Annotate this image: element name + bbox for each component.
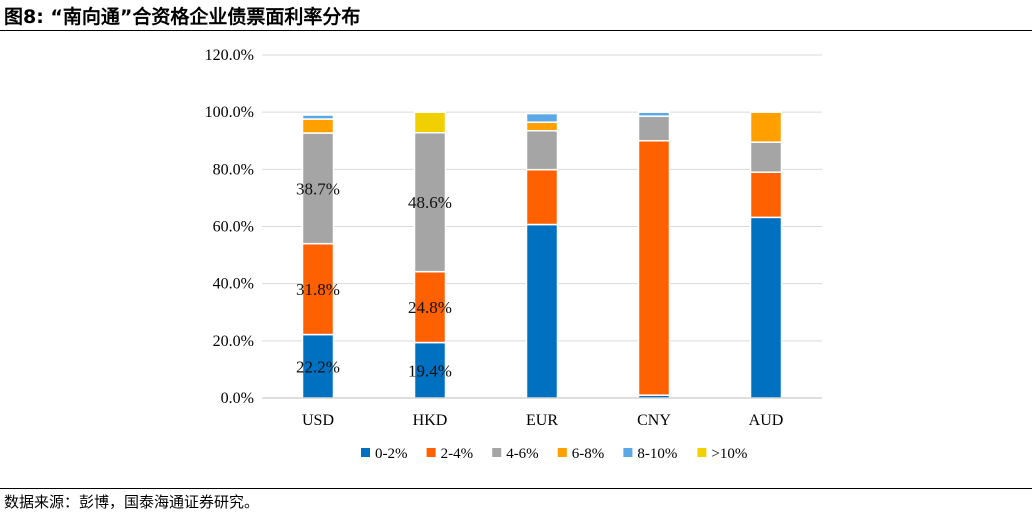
y-axis-ticks: 0.0% 20.0% 40.0% 60.0% 80.0% 100.0% 120.0% [205,47,254,407]
bar-segment-eur [525,112,559,123]
data-labels: 22.2% 31.8% 38.7% 19.4% 24.8% 48.6% [296,179,452,380]
bars [301,111,783,399]
bar-segment-usd [301,242,335,336]
y-tick-label: 60.0% [213,219,254,236]
bar-segment-cny [637,140,671,396]
y-tick-label: 80.0% [213,161,254,178]
legend-label: 8-10% [637,446,677,462]
bar-segment-aud [749,216,783,399]
bar-segment-cny [637,111,671,117]
bar-segment-eur [525,168,559,226]
legend-swatch [623,448,633,457]
bar-segment-usd [301,118,335,134]
y-tick-label: 20.0% [213,333,254,350]
bar-segment-hkd [413,111,447,134]
legend: 0-2% 2-4% 4-6% 6-8% 8-10% >10% [361,446,747,462]
top-rule [0,30,1032,31]
data-label: 22.2% [296,357,340,376]
x-tick-label: HKD [413,412,448,429]
legend-swatch [557,448,567,457]
data-label: 38.7% [296,179,340,198]
bar-segment-usd [301,132,335,245]
bar-segment-hkd [413,270,447,344]
bar-segment-eur [525,223,559,399]
y-tick-label: 0.0% [221,390,254,407]
bar-segment-eur [525,121,559,132]
y-tick-label: 100.0% [205,104,254,121]
legend-swatch [697,448,707,457]
legend-label: 2-4% [441,446,474,462]
legend-label: 0-2% [375,446,408,462]
bottom-rule [0,488,1032,489]
x-tick-label: AUD [749,412,784,429]
legend-label: 6-8% [572,446,605,462]
data-label: 24.8% [408,298,452,317]
source-note: 数据来源：彭博，国泰海通证券研究。 [4,493,260,511]
legend-label: >10% [711,446,747,462]
bar-segment-usd [301,333,335,399]
data-label: 31.8% [296,280,340,299]
bar-segment-cny [637,115,671,142]
x-tick-label: CNY [637,412,671,429]
bar-segment-aud [749,171,783,219]
bar-segment-aud [749,111,783,143]
bar-segment-aud [749,141,783,173]
y-tick-label: 120.0% [205,47,254,64]
figure-title: 图8: “南向通”合资格企业债票面利率分布 [4,6,361,28]
bar-segment-eur [525,129,559,171]
legend-swatch [361,448,370,457]
legend-swatch [426,448,436,457]
x-tick-label: EUR [526,412,558,429]
legend-label: 4-6% [506,446,539,462]
legend-swatch [492,448,502,457]
x-tick-label: USD [302,412,334,429]
data-label: 48.6% [408,193,452,212]
x-axis: USD HKD EUR CNY AUD [262,397,822,429]
data-label: 19.4% [408,361,452,380]
y-tick-label: 40.0% [213,276,254,293]
bar-segment-usd [301,114,335,120]
